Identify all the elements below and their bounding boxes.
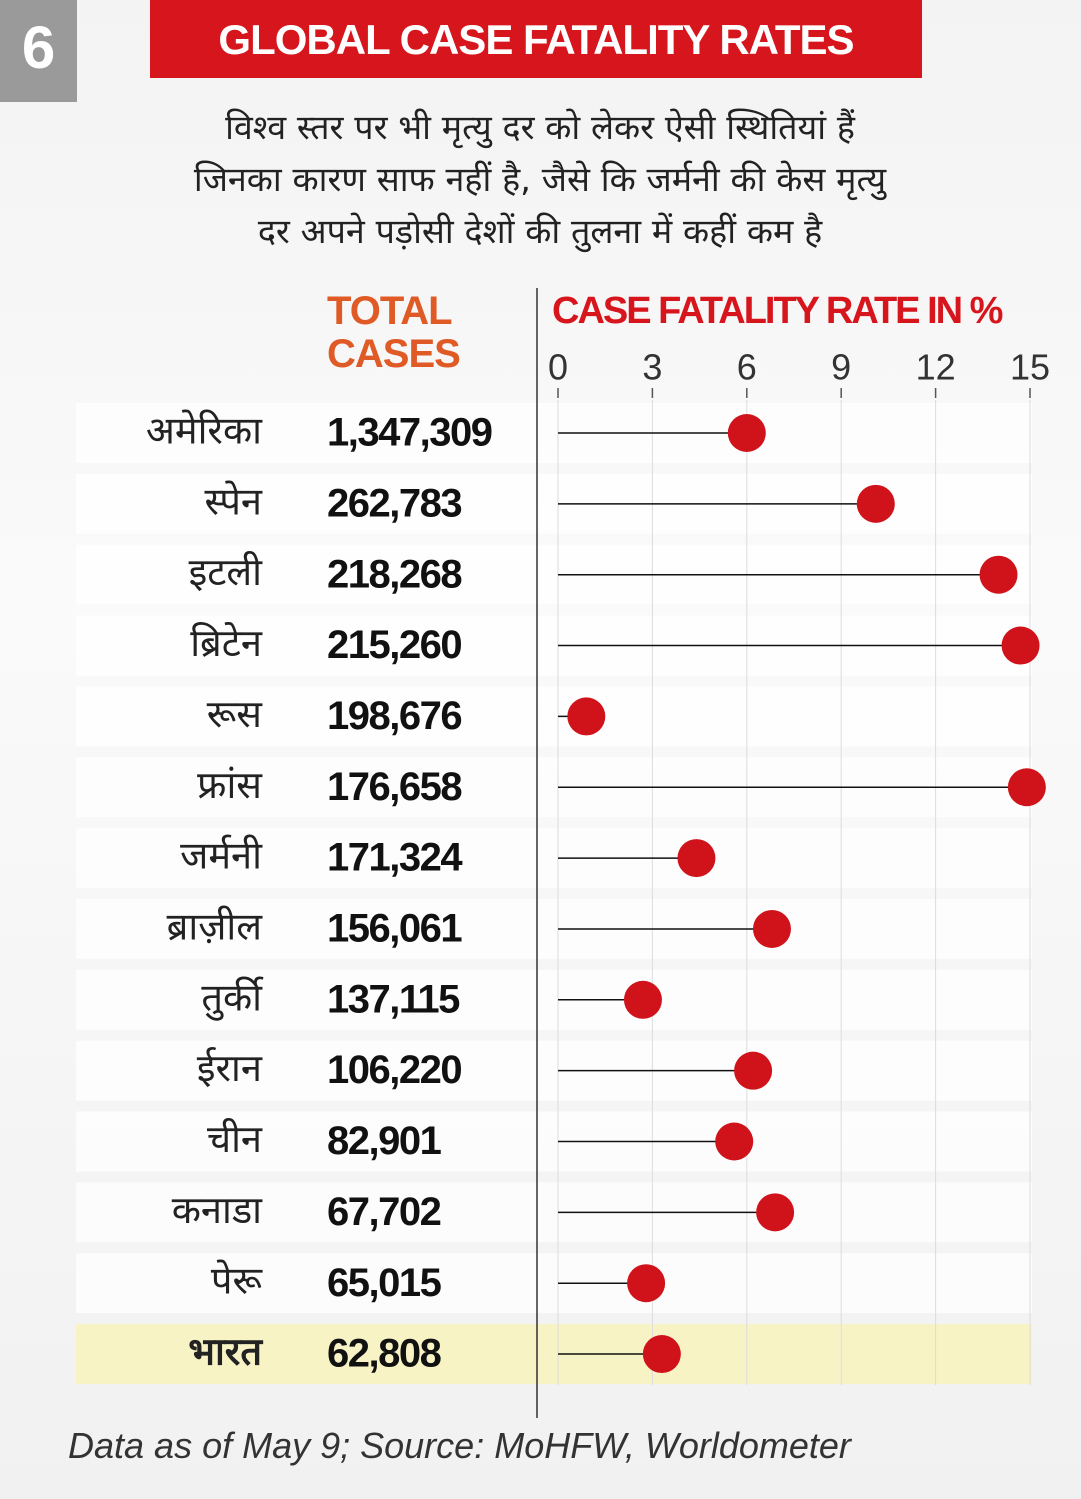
chart-title: GLOBAL CASE FATALITY RATES: [150, 0, 922, 78]
row-band: [76, 1111, 1032, 1172]
lollipop-dot: [627, 1264, 666, 1303]
row-band: [76, 403, 1032, 463]
total-cases: 106,220: [327, 1048, 461, 1092]
row-band: [76, 1182, 1032, 1243]
category-label: इटली: [189, 550, 264, 594]
subtitle: विश्व स्तर पर भी मृत्यु दर को लेकर ऐसी स…: [225, 108, 855, 148]
lollipop-dot: [727, 414, 766, 452]
x-tick-label: 12: [916, 347, 956, 388]
total-cases: 65,015: [327, 1261, 442, 1305]
total-cases: 67,702: [327, 1190, 441, 1234]
lollipop-dot: [567, 697, 606, 736]
badge: 6: [0, 0, 77, 102]
category-label: फ्रांस: [197, 763, 263, 807]
x-tick-label: 9: [831, 347, 851, 388]
row-band: [76, 828, 1032, 889]
subtitle: जिनका कारण साफ नहीं है, जैसे कि जर्मनी क…: [193, 160, 887, 200]
x-tick-label: 3: [642, 347, 662, 388]
lollipop-dot: [752, 909, 791, 948]
category-label: कनाडा: [172, 1188, 263, 1232]
category-label: अमेरिका: [146, 409, 263, 453]
lollipop-dot: [1001, 626, 1040, 665]
lollipop-dot: [715, 1122, 754, 1161]
x-tick-label: 0: [548, 347, 568, 388]
row-band: [76, 969, 1032, 1030]
source-note: Data as of May 9; Source: MoHFW, Worldom…: [68, 1425, 851, 1466]
total-cases: 62,808: [327, 1332, 442, 1376]
lollipop-dot: [734, 1051, 773, 1090]
total-cases: 198,676: [327, 694, 461, 738]
total-cases: 262,783: [327, 481, 461, 525]
row-band: [76, 1253, 1032, 1314]
total-cases: 1,347,309: [327, 411, 492, 455]
category-label: स्पेन: [205, 479, 263, 523]
total-cases: 137,115: [327, 977, 460, 1021]
lollipop-dot: [642, 1335, 681, 1374]
total-cases: 176,658: [327, 765, 462, 809]
category-label: जर्मनी: [180, 834, 263, 878]
x-tick-label: 6: [737, 347, 757, 388]
category-label: पेरू: [211, 1259, 264, 1303]
lollipop-dot: [1007, 768, 1046, 807]
total-cases: 215,260: [327, 623, 461, 667]
total-cases: 156,061: [327, 907, 462, 951]
total-cases: 218,268: [327, 552, 462, 596]
lollipop-dot: [856, 484, 895, 523]
column-header: TOTAL CASES: [327, 289, 461, 376]
category-label: ब्राज़ील: [167, 904, 264, 948]
x-tick-label: 15: [1010, 347, 1050, 388]
lollipop-dot: [623, 980, 662, 1019]
row-band: [76, 1040, 1032, 1101]
x-axis-label: CASE FATALITY RATE IN %: [552, 290, 1003, 332]
total-cases: 171,324: [327, 836, 463, 880]
category-label: तुर्की: [201, 975, 264, 1021]
total-cases: 82,901: [327, 1119, 442, 1163]
category-label: ब्रिटेन: [190, 621, 263, 665]
category-label: चीन: [207, 1117, 263, 1161]
row-band: [76, 686, 1032, 747]
row-band: [76, 1324, 1032, 1385]
category-label: रूस: [207, 692, 264, 736]
row-band: [76, 898, 1032, 959]
lollipop-dot: [756, 1193, 795, 1232]
subtitle: दर अपने पड़ोसी देशों की तुलना में कहीं क…: [257, 212, 823, 252]
lollipop-dot: [677, 839, 716, 878]
category-label: ईरान: [197, 1046, 263, 1090]
category-label: भारत: [188, 1330, 263, 1374]
lollipop-dot: [979, 555, 1018, 594]
